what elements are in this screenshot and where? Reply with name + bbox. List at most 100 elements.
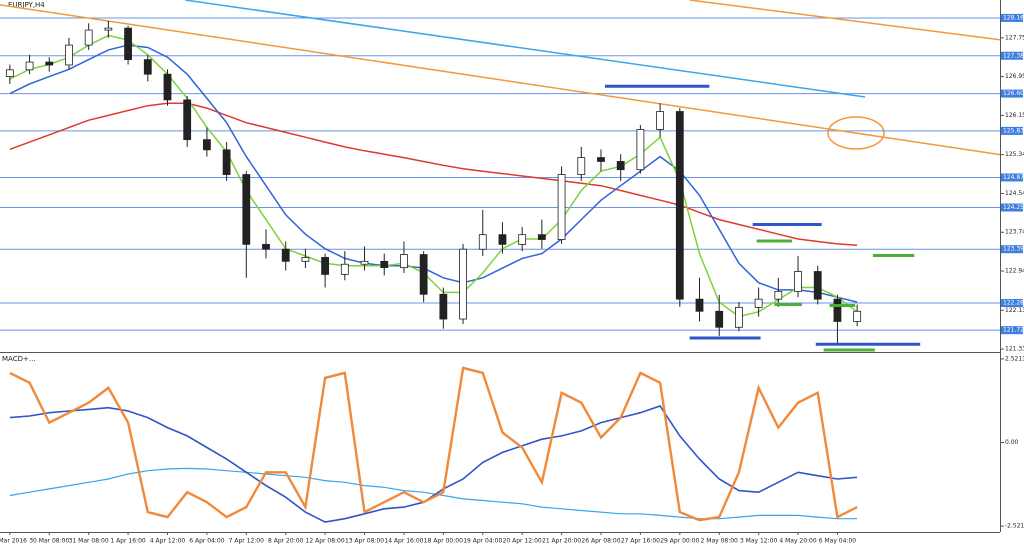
- candle-body: [754, 298, 763, 308]
- level-label-box: [1001, 299, 1023, 308]
- level-label: 124.250: [1003, 204, 1024, 211]
- level-label: 123.390: [1003, 246, 1024, 253]
- y-tick-label: 125.340: [1005, 151, 1024, 158]
- candle-body: [419, 254, 428, 295]
- candle-body: [794, 271, 802, 292]
- x-tick-label: 6 May 04:00: [819, 538, 857, 545]
- candle-body: [656, 111, 664, 130]
- candle-body: [518, 234, 527, 245]
- x-tick-label: 6 Apr 04:00: [189, 538, 224, 545]
- candle-body: [202, 139, 211, 151]
- candle-body: [65, 44, 73, 66]
- x-tick-label: 8 Apr 20:00: [268, 538, 303, 545]
- x-tick-label: 8 Mar 2016: [0, 538, 27, 545]
- level-label: 124.870: [1003, 174, 1024, 181]
- level-label-box: [1001, 13, 1023, 22]
- level-label-box: [1001, 51, 1023, 60]
- candle-body: [183, 99, 192, 141]
- moving-average: [9, 44, 858, 303]
- x-tick-label: 12 Apr 08:00: [306, 538, 345, 545]
- candle-body: [813, 271, 822, 300]
- candle-body: [597, 157, 605, 162]
- level-label-box: [1001, 89, 1023, 98]
- level-label-box: [1001, 326, 1023, 335]
- y-tick-label: 126.150: [1005, 112, 1024, 119]
- candle-body: [400, 254, 408, 269]
- candle-body: [735, 306, 743, 328]
- x-tick-label: 18 Apr 00:00: [424, 538, 463, 545]
- x-tick-label: 20 Apr 12:00: [503, 538, 542, 545]
- candle-body: [616, 161, 625, 171]
- candle-body: [459, 248, 467, 320]
- x-tick-label: 14 Apr 16:00: [384, 538, 423, 545]
- level-label: 122.280: [1003, 300, 1024, 307]
- candle-body: [537, 234, 546, 240]
- candle-body: [774, 290, 783, 300]
- candle-body: [143, 59, 152, 75]
- y-tick-label: 123.740: [1005, 229, 1024, 236]
- candle-body: [557, 174, 566, 240]
- candle-body: [715, 310, 724, 328]
- x-tick-label: 4 May 20:00: [779, 538, 817, 545]
- y-tick-label: 122.940: [1005, 268, 1024, 275]
- y-tick-label: 126.950: [1005, 73, 1024, 80]
- level-label: 128.160: [1003, 14, 1024, 21]
- level-label: 125.830: [1003, 127, 1024, 134]
- level-label-box: [1001, 203, 1023, 212]
- candle-body: [45, 61, 54, 66]
- candle-body: [577, 157, 586, 175]
- level-label: 121.720: [1003, 327, 1024, 334]
- trend-line: [689, 0, 1001, 41]
- candle-body: [853, 310, 862, 322]
- indicator-title: MACD+...: [2, 355, 36, 363]
- x-tick-label: 3 May 12:00: [740, 538, 778, 545]
- candle-body: [380, 260, 389, 269]
- candle-body: [163, 73, 172, 101]
- indicator-line: [9, 405, 858, 523]
- candle-body: [636, 129, 645, 171]
- x-tick-label: 13 Apr 08:00: [345, 538, 384, 545]
- y-tick-label: 2.5211: [1005, 355, 1024, 362]
- trend-line: [185, 0, 866, 98]
- candle-body: [833, 298, 842, 322]
- x-tick-label: 21 Apr 20:00: [542, 538, 581, 545]
- trend-line: [0, 4, 1001, 156]
- x-tick-label: 4 Apr 12:00: [150, 538, 185, 545]
- candle-body: [301, 257, 310, 262]
- x-tick-label: 27 Apr 16:00: [621, 538, 660, 545]
- level-label: 126.600: [1003, 90, 1024, 97]
- candle-body: [124, 27, 132, 61]
- candle-body: [360, 260, 369, 265]
- moving-average: [9, 34, 858, 318]
- x-tick-label: 29 Apr 00:00: [660, 538, 699, 545]
- candle-body: [84, 29, 93, 46]
- moving-average: [9, 102, 858, 247]
- candle-body: [262, 243, 270, 250]
- y-tick-label: 122.130: [1005, 307, 1024, 314]
- candle-body: [104, 27, 113, 31]
- chart-title: EURJPY,H4: [8, 1, 45, 9]
- y-tick-label: 0.00: [1005, 439, 1019, 446]
- candle-body: [675, 111, 684, 300]
- indicator-line: [9, 366, 858, 522]
- x-tick-label: 30 Mar 08:00: [29, 538, 69, 545]
- highlight-circle: [827, 116, 885, 150]
- y-tick-label: 121.330: [1005, 346, 1024, 353]
- x-tick-label: 7 Apr 12:00: [229, 538, 264, 545]
- y-tick-label: -2.5211: [1005, 523, 1024, 530]
- x-tick-label: 26 Apr 08:00: [581, 538, 620, 545]
- candle-body: [695, 298, 704, 312]
- y-tick-label: 124.540: [1005, 190, 1024, 197]
- candle-body: [222, 149, 231, 175]
- candle-body: [478, 234, 487, 250]
- candle-body: [281, 248, 290, 262]
- x-tick-label: 2 May 08:00: [701, 538, 739, 545]
- candle-body: [498, 234, 507, 245]
- level-label-box: [1001, 126, 1023, 135]
- level-label: 127.380: [1003, 52, 1024, 59]
- candle-body: [439, 293, 448, 320]
- candle-body: [321, 257, 330, 275]
- x-tick-label: 19 Apr 04:00: [463, 538, 502, 545]
- candle-body: [242, 174, 251, 245]
